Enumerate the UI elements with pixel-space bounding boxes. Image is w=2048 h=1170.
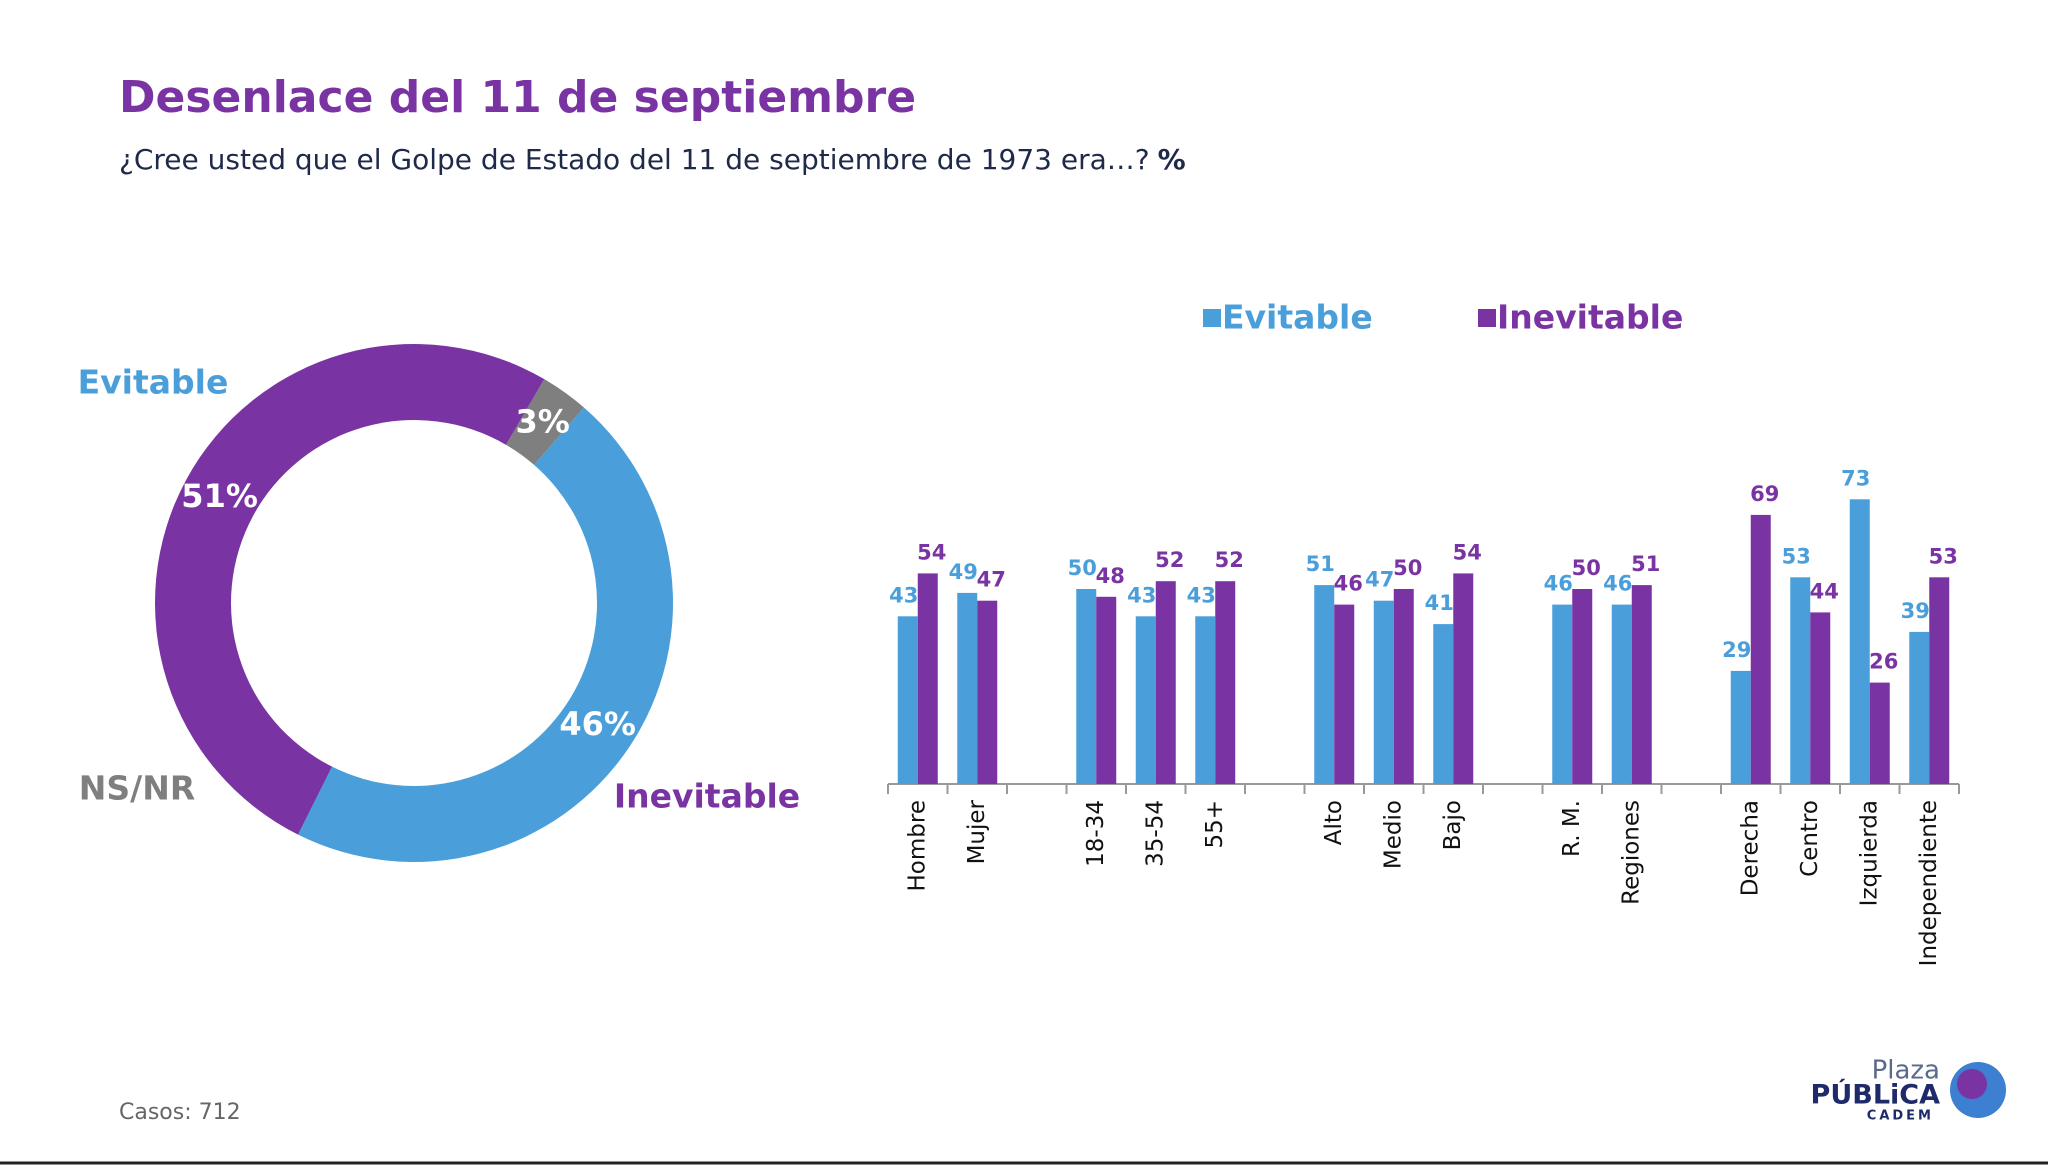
bar xyxy=(1334,604,1355,784)
subtitle-text: ¿Cree usted que el Golpe de Estado del 1… xyxy=(119,143,1150,176)
bar xyxy=(1552,604,1573,784)
bar-value-label: 43 xyxy=(1127,583,1156,607)
bar-value-label: 39 xyxy=(1901,599,1930,623)
bar-value-label: 54 xyxy=(917,540,946,564)
bar-value-label: 52 xyxy=(1215,548,1244,572)
bar-value-label: 54 xyxy=(1453,540,1482,564)
bar-value-label: 51 xyxy=(1631,552,1660,576)
slice-category-label: NS/NR xyxy=(79,769,195,808)
bar-value-label: 51 xyxy=(1306,552,1335,576)
x-tick-label: 18-34 xyxy=(1083,800,1109,867)
donut-slice xyxy=(298,407,673,862)
slice-value-label: 46% xyxy=(559,705,636,743)
subtitle: ¿Cree usted que el Golpe de Estado del 1… xyxy=(119,143,1186,176)
bar xyxy=(1790,577,1811,784)
bar-value-label: 52 xyxy=(1155,548,1184,572)
x-tick-label: Centro xyxy=(1797,800,1823,877)
x-tick-label: Izquierda xyxy=(1856,800,1882,906)
bar-value-label: 47 xyxy=(977,568,1006,592)
x-tick-label: 55+ xyxy=(1202,800,1228,849)
bar-value-label: 46 xyxy=(1334,572,1363,596)
bar xyxy=(977,600,998,784)
bar xyxy=(897,616,918,784)
bar-value-label: 44 xyxy=(1810,579,1839,603)
bar xyxy=(1096,596,1117,784)
slice-value-label: 51% xyxy=(181,477,258,515)
bar xyxy=(1849,499,1870,784)
legend-label: Evitable xyxy=(1222,298,1373,337)
bar-value-label: 49 xyxy=(949,560,978,584)
footer: Casos: 712 xyxy=(119,1100,241,1125)
x-tick-label: Independiente xyxy=(1916,800,1942,966)
bar xyxy=(1750,514,1771,784)
bar xyxy=(1195,616,1216,784)
legend-label: Inevitable xyxy=(1497,298,1683,337)
bar xyxy=(1076,589,1097,784)
bar xyxy=(917,573,938,784)
x-tick-label: Medio xyxy=(1380,800,1406,869)
bar xyxy=(1631,585,1652,784)
slice-category-label: Inevitable xyxy=(614,777,800,816)
x-tick-label: Bajo xyxy=(1440,800,1466,850)
bar xyxy=(1869,682,1890,784)
bar xyxy=(1572,589,1593,784)
bar-value-label: 53 xyxy=(1929,544,1958,568)
bar xyxy=(1393,589,1414,784)
bar-value-label: 43 xyxy=(889,583,918,607)
logo-icon-inner xyxy=(1957,1069,1987,1099)
bar xyxy=(1730,670,1751,784)
bar-value-label: 41 xyxy=(1425,591,1454,615)
x-tick-label: R. M. xyxy=(1559,800,1585,857)
bar-value-label: 46 xyxy=(1603,572,1632,596)
bar-value-label: 50 xyxy=(1393,556,1422,580)
bar-value-label: 26 xyxy=(1869,650,1898,674)
logo-line1: Plaza xyxy=(1872,1056,1940,1086)
slice-category-label: Evitable xyxy=(78,363,229,402)
title: Desenlace del 11 de septiembre xyxy=(119,72,916,123)
legend-swatch xyxy=(1203,309,1221,327)
bar-value-label: 50 xyxy=(1068,556,1097,580)
bar xyxy=(957,592,978,784)
bar-value-label: 48 xyxy=(1096,564,1125,588)
logo-line2: PÚBLiCA xyxy=(1811,1079,1941,1111)
bar xyxy=(1215,581,1236,784)
bar xyxy=(1433,624,1454,784)
slice-value-label: 3% xyxy=(515,402,569,440)
bar-value-label: 47 xyxy=(1365,568,1394,592)
x-tick-label: Regiones xyxy=(1618,800,1644,905)
bar xyxy=(1453,573,1474,784)
x-tick-label: Hombre xyxy=(904,800,930,891)
bar-value-label: 69 xyxy=(1750,482,1779,506)
x-tick-label: 35-54 xyxy=(1142,800,1168,867)
subtitle-unit: % xyxy=(1158,143,1186,176)
x-tick-label: Derecha xyxy=(1737,800,1763,896)
bar xyxy=(1810,612,1831,784)
bar xyxy=(1155,581,1176,784)
bar xyxy=(1611,604,1632,784)
bar-value-label: 73 xyxy=(1841,466,1870,490)
bar-value-label: 50 xyxy=(1572,556,1601,580)
logo-line3: CADEM xyxy=(1867,1109,1934,1124)
bar-value-label: 53 xyxy=(1782,544,1811,568)
donut-slice xyxy=(154,343,545,835)
donut-slice xyxy=(506,379,584,465)
bar-value-label: 43 xyxy=(1187,583,1216,607)
bar-value-label: 46 xyxy=(1544,572,1573,596)
x-tick-label: Mujer xyxy=(964,799,990,864)
x-tick-label: Alto xyxy=(1321,800,1347,845)
logo: Plaza PÚBLiCA CADEM xyxy=(1811,1056,2006,1124)
bar xyxy=(1373,600,1394,784)
bar xyxy=(1909,631,1930,784)
bar xyxy=(1929,577,1950,784)
legend-swatch xyxy=(1478,309,1496,327)
bar xyxy=(1135,616,1156,784)
bar xyxy=(1314,585,1335,784)
bar-value-label: 29 xyxy=(1722,638,1751,662)
